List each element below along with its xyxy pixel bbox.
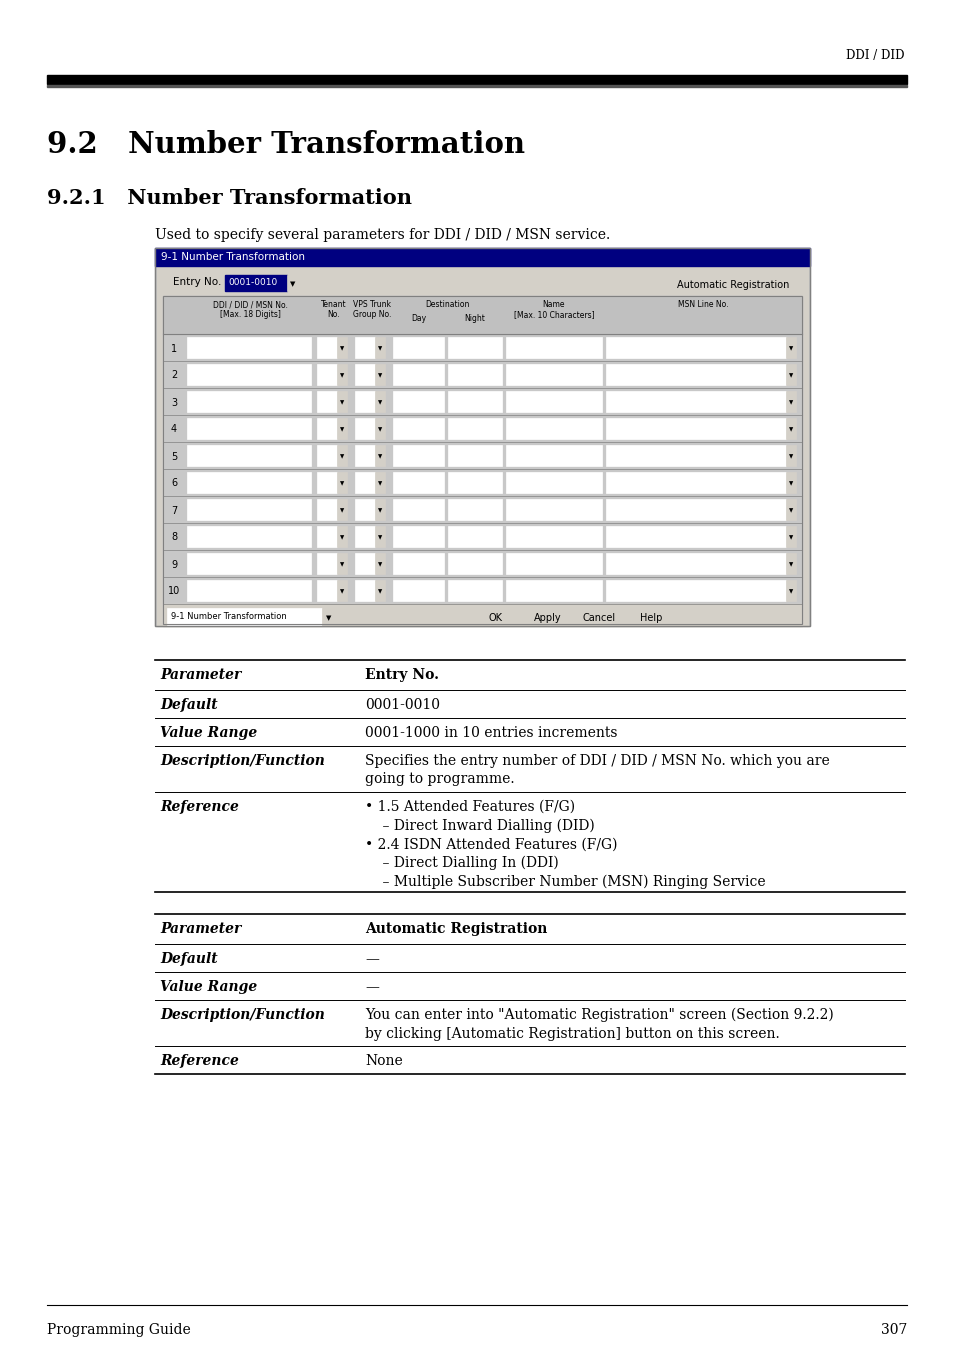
Bar [605, 417, 785, 439]
Bar [505, 417, 601, 439]
Text: ▼: ▼ [339, 454, 344, 459]
Bar [187, 336, 311, 358]
Text: VPS Trunk
Group No.: VPS Trunk Group No. [353, 300, 391, 319]
Bar [393, 580, 443, 601]
Bar [785, 336, 795, 358]
Bar [785, 499, 795, 520]
Text: Value Range: Value Range [160, 725, 257, 740]
Bar [375, 444, 385, 466]
Bar [187, 499, 311, 520]
Bar [316, 526, 336, 547]
Bar [393, 444, 443, 466]
Bar [336, 363, 347, 385]
Text: Parameter: Parameter [160, 667, 241, 682]
Bar [393, 471, 443, 493]
Bar [187, 580, 311, 601]
Bar [605, 471, 785, 493]
Text: 0001-1000 in 10 entries increments: 0001-1000 in 10 entries increments [365, 725, 617, 740]
Text: ▼: ▼ [377, 508, 382, 513]
Bar [605, 580, 785, 601]
Text: Night: Night [464, 313, 485, 323]
Text: ▼: ▼ [377, 400, 382, 405]
Text: 0001-0010: 0001-0010 [228, 278, 277, 286]
Bar [336, 444, 347, 466]
Text: You can enter into "Automatic Registration" screen (Section 9.2.2)
by clicking [: You can enter into "Automatic Registrati… [365, 1008, 833, 1040]
Text: ▼: ▼ [377, 454, 382, 459]
Text: Value Range: Value Range [160, 979, 257, 994]
Text: 9-1 Number Transformation: 9-1 Number Transformation [161, 253, 305, 262]
Text: ▼: ▼ [788, 481, 792, 486]
Bar [336, 417, 347, 439]
Bar [187, 553, 311, 574]
Bar [355, 444, 375, 466]
Bar [336, 390, 347, 412]
Bar [605, 444, 785, 466]
Bar [605, 390, 785, 412]
Bar [187, 363, 311, 385]
Bar [448, 580, 501, 601]
Text: ▼: ▼ [339, 535, 344, 540]
Bar [448, 390, 501, 412]
Text: Automatic Registration: Automatic Registration [365, 921, 547, 936]
Bar [355, 580, 375, 601]
Bar [47, 85, 906, 86]
Bar [393, 417, 443, 439]
Text: Reference: Reference [160, 800, 238, 815]
Text: ▼: ▼ [377, 562, 382, 567]
Bar [505, 471, 601, 493]
Text: 307: 307 [880, 1323, 906, 1337]
Bar [785, 471, 795, 493]
Bar [322, 608, 335, 626]
Bar [505, 390, 601, 412]
Bar [448, 417, 501, 439]
Bar [473, 608, 517, 626]
Text: Programming Guide: Programming Guide [47, 1323, 191, 1337]
Bar [524, 608, 569, 626]
Bar [163, 361, 801, 388]
Bar [163, 604, 801, 626]
Bar [187, 417, 311, 439]
Bar [336, 526, 347, 547]
Bar [355, 471, 375, 493]
Text: 9-1 Number Transformation: 9-1 Number Transformation [171, 612, 287, 621]
Text: ▼: ▼ [788, 562, 792, 567]
Text: DDI / DID: DDI / DID [845, 49, 904, 62]
Text: ▼: ▼ [377, 589, 382, 594]
Text: Parameter: Parameter [160, 921, 241, 936]
Bar [375, 553, 385, 574]
Bar [316, 336, 336, 358]
Bar [505, 499, 601, 520]
Text: 1: 1 [171, 343, 177, 354]
Bar [163, 296, 801, 624]
Bar [316, 580, 336, 601]
Bar [187, 471, 311, 493]
Bar [505, 553, 601, 574]
Bar [505, 580, 601, 601]
Bar [505, 336, 601, 358]
Text: ▼: ▼ [377, 346, 382, 351]
Text: ▼: ▼ [788, 346, 792, 351]
Bar [375, 580, 385, 601]
Text: ▼: ▼ [788, 400, 792, 405]
Bar [154, 249, 809, 626]
Text: ▼: ▼ [339, 562, 344, 567]
Bar [505, 363, 601, 385]
Bar [667, 276, 797, 292]
Bar [187, 526, 311, 547]
Text: 2: 2 [171, 370, 177, 381]
Bar [375, 390, 385, 412]
Bar [187, 390, 311, 412]
Bar [163, 296, 801, 624]
Bar [375, 417, 385, 439]
Bar [163, 469, 801, 496]
Bar [505, 526, 601, 547]
Bar [393, 363, 443, 385]
Bar [375, 363, 385, 385]
Bar [393, 526, 443, 547]
Bar [785, 526, 795, 547]
Bar [448, 363, 501, 385]
Bar [375, 336, 385, 358]
Text: Day: Day [411, 313, 426, 323]
Bar [605, 363, 785, 385]
Bar [225, 276, 287, 290]
